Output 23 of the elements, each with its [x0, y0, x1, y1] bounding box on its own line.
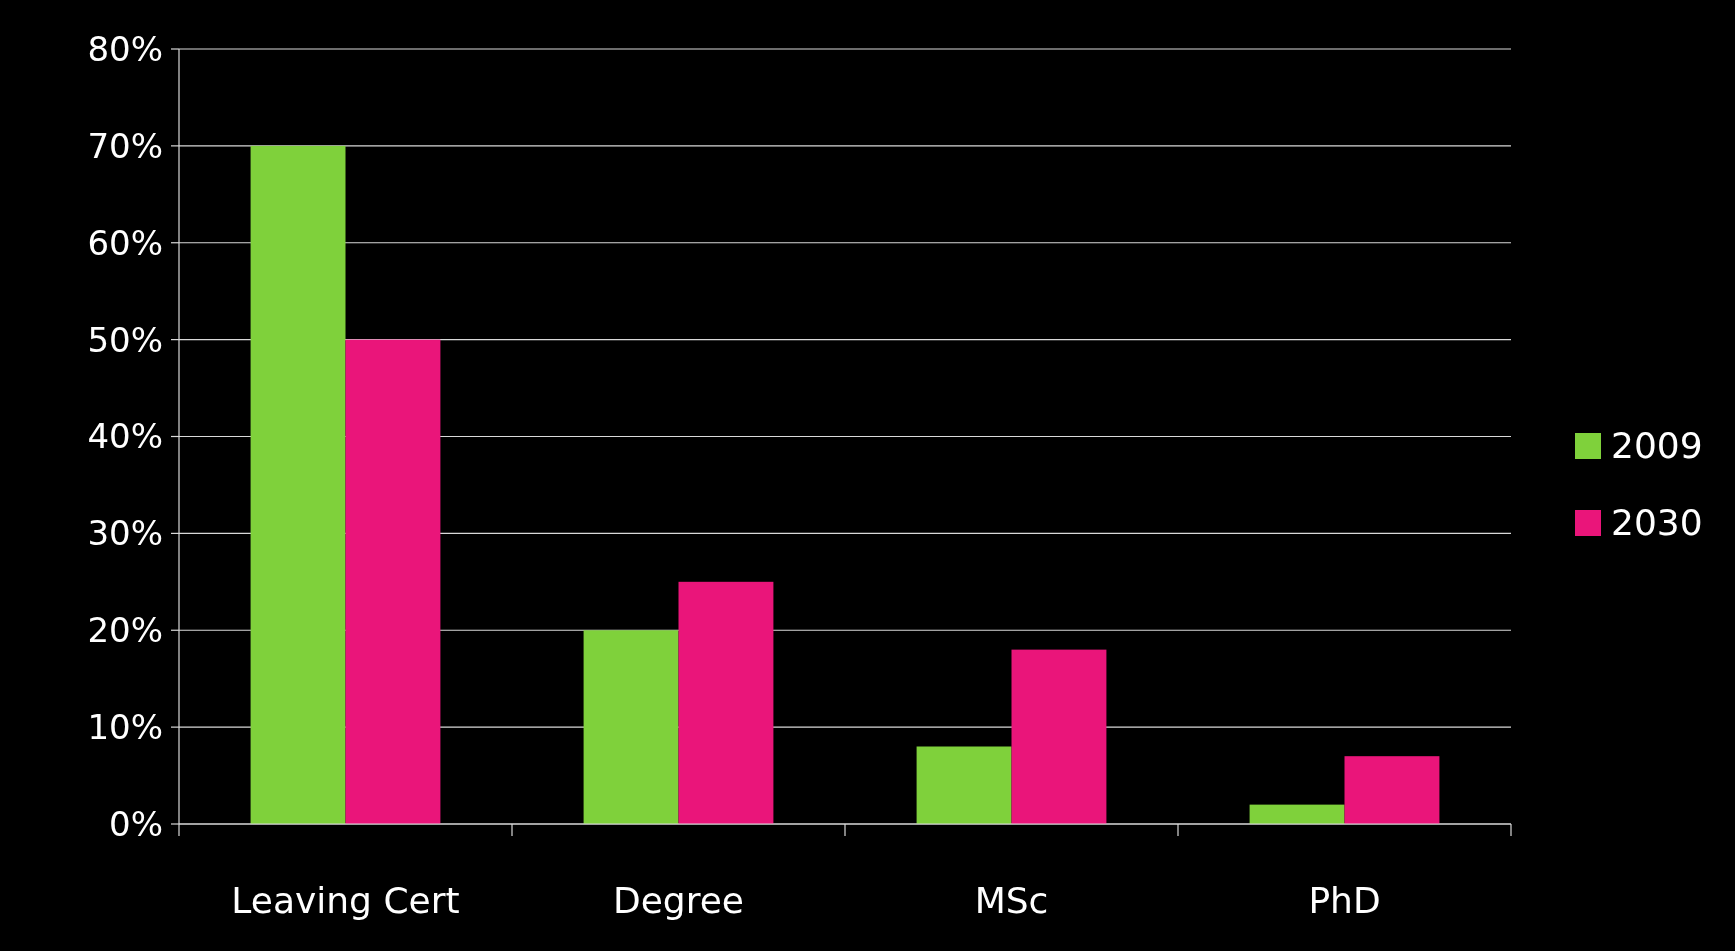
bar: [678, 581, 774, 824]
y-tick-label: 50%: [87, 319, 163, 360]
y-tick-label: 10%: [87, 707, 163, 748]
bar: [583, 630, 679, 824]
y-tick-label: 20%: [87, 610, 163, 651]
legend-label: 2030: [1611, 501, 1703, 543]
bar: [916, 746, 1012, 824]
y-tick-label: 80%: [87, 28, 163, 69]
x-tick-label: Leaving Cert: [231, 880, 460, 921]
bar: [1011, 649, 1107, 824]
y-tick-label: 0%: [109, 803, 163, 844]
bar: [1344, 756, 1440, 824]
bar: [250, 145, 346, 824]
y-tick-label: 60%: [87, 222, 163, 263]
x-tick-label: Degree: [612, 880, 745, 921]
bar: [345, 339, 441, 824]
y-tick-label: 40%: [87, 416, 163, 457]
x-tick-label: PhD: [1308, 880, 1381, 921]
y-tick-label: 30%: [87, 513, 163, 554]
bar: [1249, 804, 1345, 824]
y-tick-label: 70%: [87, 125, 163, 166]
legend-label: 2009: [1611, 424, 1703, 466]
x-tick-label: MSc: [974, 880, 1049, 921]
